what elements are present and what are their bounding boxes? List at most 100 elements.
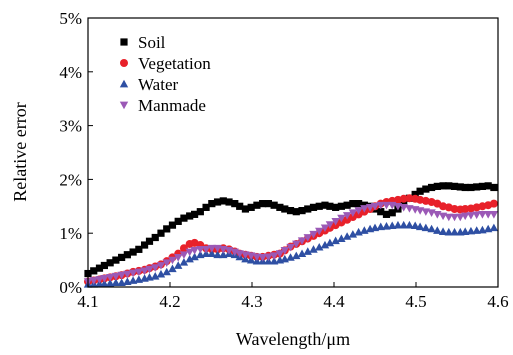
- data-point-manmade: [360, 205, 369, 213]
- legend-marker-soil: [120, 38, 128, 46]
- data-point-water: [174, 261, 183, 269]
- data-point-water: [331, 236, 340, 245]
- data-point-soil: [337, 202, 345, 210]
- data-point-manmade: [315, 227, 324, 236]
- data-point-manmade: [466, 212, 476, 220]
- data-point-soil: [456, 183, 464, 191]
- x-tick-label: 4.1: [77, 292, 98, 311]
- data-point-water: [427, 224, 436, 233]
- data-point-water: [309, 245, 318, 253]
- data-point-soil: [219, 197, 227, 205]
- data-point-manmade: [179, 251, 189, 259]
- data-point-soil: [400, 200, 408, 208]
- data-point-water: [320, 240, 330, 249]
- data-point-manmade: [269, 252, 279, 260]
- data-point-manmade: [382, 201, 391, 210]
- data-point-water: [297, 249, 307, 258]
- data-point-manmade: [489, 211, 499, 219]
- data-point-soil: [298, 207, 306, 215]
- data-point-soil: [286, 207, 295, 215]
- data-point-soil: [196, 208, 204, 216]
- data-point-manmade: [292, 240, 301, 249]
- data-point-manmade: [95, 276, 104, 284]
- data-point-soil: [163, 225, 171, 233]
- data-point-water: [388, 221, 397, 230]
- series-manmade: [83, 201, 499, 286]
- data-point-water: [156, 269, 166, 278]
- data-point-soil: [321, 201, 329, 209]
- data-point-soil: [411, 190, 419, 199]
- data-point-manmade: [117, 271, 126, 280]
- data-point-water: [438, 227, 448, 235]
- data-point-soil: [168, 221, 177, 229]
- data-point-manmade: [370, 202, 380, 211]
- data-point-soil: [191, 210, 199, 218]
- data-point-water: [410, 221, 420, 230]
- y-tick-label: 2%: [59, 170, 82, 189]
- data-point-soil: [90, 267, 98, 275]
- data-point-manmade: [258, 254, 267, 262]
- data-point-manmade: [444, 213, 453, 222]
- data-point-manmade: [100, 275, 109, 283]
- data-point-soil: [264, 200, 272, 208]
- x-tick-label: 4.5: [405, 292, 426, 311]
- data-point-soil: [157, 229, 165, 237]
- data-point-vegetation: [405, 194, 414, 203]
- data-point-water: [111, 278, 121, 287]
- data-point-soil: [473, 183, 481, 191]
- data-point-soil: [292, 208, 300, 216]
- data-point-vegetation: [489, 199, 498, 208]
- data-point-soil: [174, 217, 182, 225]
- data-point-manmade: [134, 268, 144, 277]
- data-point-water: [207, 249, 217, 258]
- data-point-soil: [151, 233, 159, 242]
- data-point-water: [100, 279, 109, 288]
- y-tick-label: 0%: [59, 278, 82, 297]
- data-point-soil: [343, 201, 351, 209]
- data-point-vegetation: [450, 204, 459, 213]
- data-point-manmade: [348, 209, 358, 217]
- data-point-soil: [416, 187, 424, 195]
- data-point-vegetation: [399, 194, 408, 203]
- data-point-manmade: [196, 245, 205, 254]
- data-point-soil: [382, 210, 391, 218]
- data-point-manmade: [140, 267, 149, 276]
- data-point-manmade: [376, 201, 385, 210]
- y-tick-label: 4%: [59, 63, 82, 82]
- data-point-water: [393, 220, 403, 229]
- data-point-water: [405, 220, 414, 229]
- data-point-soil: [467, 183, 475, 192]
- data-point-manmade: [252, 253, 262, 262]
- data-point-water: [151, 272, 160, 280]
- data-point-manmade: [325, 221, 335, 229]
- data-point-manmade: [461, 212, 470, 221]
- data-point-soil: [247, 203, 255, 211]
- data-point-manmade: [297, 237, 307, 245]
- data-point-soil: [422, 185, 430, 193]
- data-point-water: [382, 222, 391, 230]
- legend: Soil Vegetation Water Manmade: [119, 33, 211, 115]
- data-point-water: [421, 223, 431, 232]
- legend-marker-water: [119, 79, 129, 88]
- data-point-water: [433, 226, 442, 234]
- data-point-soil: [95, 264, 104, 272]
- data-point-manmade: [264, 253, 273, 262]
- data-point-soil: [484, 182, 492, 190]
- data-point-manmade: [303, 234, 312, 242]
- data-point-soil: [349, 200, 357, 208]
- data-point-water: [472, 226, 481, 234]
- data-point-manmade: [151, 264, 160, 272]
- data-marks: [83, 182, 499, 288]
- data-point-manmade: [275, 250, 285, 258]
- data-point-soil: [355, 200, 363, 208]
- data-point-vegetation: [461, 204, 470, 213]
- y-tick-label: 5%: [59, 9, 82, 28]
- data-point-manmade: [128, 269, 138, 278]
- data-point-manmade: [207, 244, 217, 253]
- data-point-soil: [180, 214, 188, 222]
- data-point-soil: [315, 202, 323, 210]
- data-point-manmade: [342, 212, 352, 220]
- data-point-soil: [427, 183, 436, 192]
